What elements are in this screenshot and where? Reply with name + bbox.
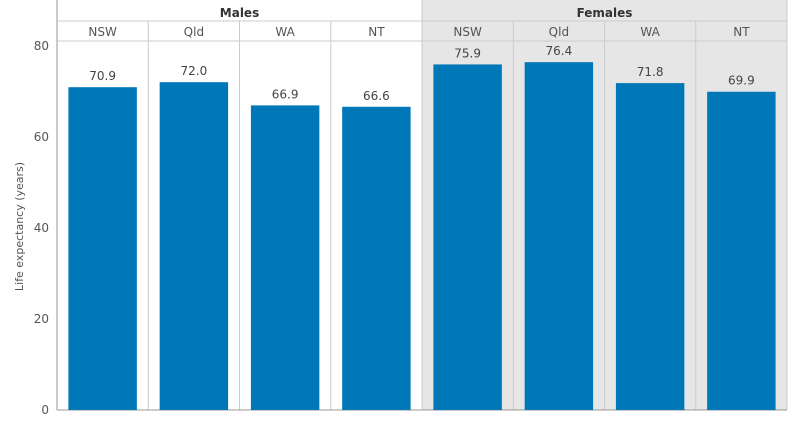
value-label: 72.0 [181, 64, 208, 78]
y-tick-label: 40 [34, 221, 49, 235]
category-label: WA [275, 25, 295, 39]
y-axis-title: Life expectancy (years) [13, 162, 26, 291]
bar [615, 83, 685, 411]
category-label: Qld [549, 25, 569, 39]
bar [524, 62, 594, 410]
bar [68, 87, 137, 410]
group-label: Females [577, 6, 633, 20]
y-tick-label: 0 [41, 403, 49, 417]
value-label: 70.9 [89, 69, 116, 83]
value-label: 66.9 [272, 87, 299, 101]
bar [250, 105, 320, 410]
category-label: Qld [184, 25, 204, 39]
y-tick-label: 60 [34, 130, 49, 144]
category-label: NT [733, 25, 750, 39]
bar [159, 82, 229, 410]
value-label: 69.9 [728, 74, 755, 88]
bar [433, 64, 502, 410]
bar [707, 91, 776, 410]
value-label: 66.6 [363, 89, 390, 103]
y-tick-label: 80 [34, 39, 49, 53]
category-label: NT [368, 25, 385, 39]
y-tick-label: 20 [34, 312, 49, 326]
value-label: 76.4 [546, 44, 573, 58]
group-label: Males [220, 6, 259, 20]
category-label: WA [640, 25, 660, 39]
value-label: 75.9 [454, 46, 481, 60]
category-label: NSW [88, 25, 117, 39]
bar [342, 106, 411, 411]
value-label: 71.8 [637, 65, 664, 79]
category-label: NSW [453, 25, 482, 39]
